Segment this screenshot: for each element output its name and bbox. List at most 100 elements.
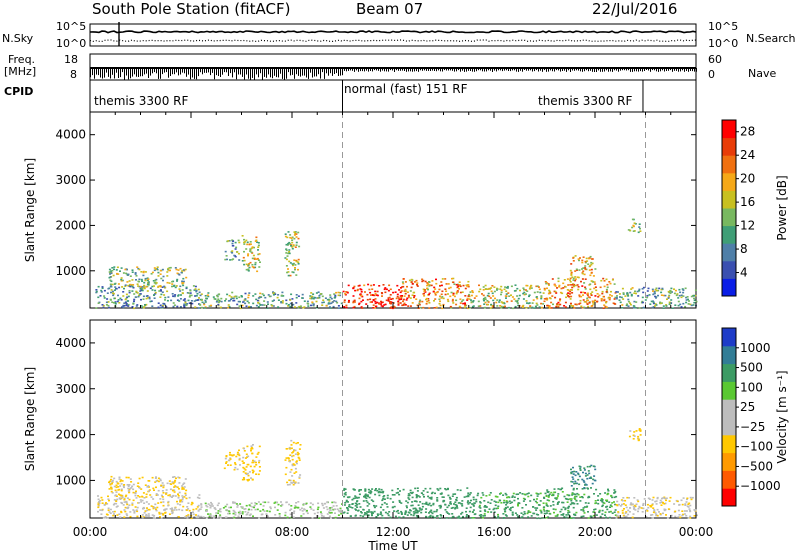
range-cell bbox=[234, 241, 237, 244]
range-cell bbox=[634, 223, 637, 225]
range-cell bbox=[154, 268, 157, 271]
range-cell bbox=[291, 463, 294, 466]
range-cell bbox=[118, 302, 121, 304]
nave-mark bbox=[376, 68, 377, 71]
nave-mark bbox=[650, 68, 651, 72]
range-cell bbox=[219, 514, 222, 516]
range-cell bbox=[424, 503, 427, 505]
range-cell bbox=[216, 504, 219, 507]
range-cell bbox=[581, 278, 584, 280]
nave-mark bbox=[442, 68, 443, 72]
nave-mark bbox=[502, 68, 503, 72]
range-cell bbox=[472, 505, 475, 507]
range-cell bbox=[112, 503, 115, 506]
range-cell bbox=[668, 294, 671, 297]
range-cell bbox=[206, 297, 208, 300]
range-cell bbox=[569, 284, 572, 286]
range-cell bbox=[129, 487, 132, 490]
nave-mark bbox=[276, 68, 277, 78]
nave-mark bbox=[640, 68, 641, 72]
range-cell bbox=[557, 280, 560, 283]
range-cell bbox=[290, 468, 293, 471]
range-cell bbox=[192, 285, 195, 287]
range-cell bbox=[116, 266, 119, 269]
range-cell bbox=[397, 491, 399, 494]
range-cell bbox=[426, 284, 429, 287]
range-cell bbox=[621, 304, 624, 306]
nave-mark bbox=[348, 68, 349, 71]
range-cell bbox=[116, 272, 118, 275]
range-cell bbox=[177, 294, 180, 296]
range-cell bbox=[181, 292, 184, 295]
range-cell bbox=[141, 499, 144, 502]
colorbar-tick-label: 28 bbox=[740, 125, 755, 139]
range-cell bbox=[160, 290, 162, 292]
range-cell bbox=[432, 290, 435, 293]
range-cell bbox=[280, 294, 283, 297]
range-cell bbox=[384, 287, 387, 289]
range-cell bbox=[681, 288, 684, 290]
range-cell bbox=[583, 487, 586, 489]
range-cell bbox=[251, 246, 254, 248]
nave-mark bbox=[552, 68, 553, 72]
range-cell bbox=[136, 515, 139, 518]
range-cell bbox=[511, 296, 514, 298]
range-cell bbox=[374, 298, 377, 300]
range-cell bbox=[125, 476, 128, 479]
range-cell bbox=[285, 258, 288, 261]
range-cell bbox=[603, 299, 606, 302]
range-cell bbox=[366, 510, 369, 513]
range-cell bbox=[526, 302, 528, 304]
range-cell bbox=[144, 304, 146, 306]
range-cell bbox=[570, 271, 573, 274]
range-cell bbox=[332, 508, 335, 511]
range-cell bbox=[529, 286, 532, 288]
range-cell bbox=[369, 298, 372, 301]
range-cell bbox=[114, 301, 117, 303]
plot-frame bbox=[89, 319, 697, 519]
range-cell bbox=[140, 288, 143, 291]
range-cell bbox=[179, 285, 182, 288]
range-cell bbox=[288, 241, 291, 244]
nave-mark bbox=[212, 68, 213, 73]
range-cell bbox=[412, 507, 415, 510]
range-cell bbox=[553, 511, 555, 514]
range-cell bbox=[530, 285, 533, 287]
range-cell bbox=[295, 460, 298, 462]
range-cell bbox=[584, 301, 587, 303]
range-cell bbox=[638, 290, 641, 292]
range-cell bbox=[354, 502, 357, 505]
range-cell bbox=[411, 504, 414, 507]
range-cell bbox=[333, 508, 336, 510]
range-cell bbox=[217, 510, 220, 512]
range-cell bbox=[167, 500, 170, 503]
range-cell bbox=[188, 296, 191, 298]
range-cell bbox=[674, 289, 677, 292]
range-cell bbox=[408, 494, 411, 497]
nave-mark bbox=[268, 68, 269, 75]
range-cell bbox=[327, 303, 330, 305]
range-cell bbox=[540, 297, 543, 300]
freq-tick-low: 8 bbox=[70, 68, 77, 81]
range-cell bbox=[105, 513, 108, 516]
range-cell bbox=[687, 517, 690, 519]
colorbar-swatch bbox=[722, 260, 736, 279]
range-cell bbox=[415, 514, 418, 517]
range-cell bbox=[476, 494, 479, 497]
range-cell bbox=[605, 288, 608, 291]
range-cell bbox=[138, 486, 141, 488]
range-cell bbox=[126, 484, 129, 486]
nave-mark bbox=[162, 68, 163, 75]
range-cell bbox=[123, 501, 126, 503]
nave-mark bbox=[438, 68, 439, 71]
range-cell bbox=[145, 286, 148, 288]
range-cell bbox=[131, 485, 134, 488]
range-cell bbox=[511, 511, 514, 514]
range-cell bbox=[573, 497, 576, 499]
nave-mark bbox=[250, 68, 251, 80]
range-cell bbox=[118, 488, 121, 491]
range-cell bbox=[354, 508, 357, 510]
range-cell bbox=[310, 304, 312, 307]
range-cell bbox=[204, 306, 207, 308]
range-cell bbox=[594, 283, 597, 285]
